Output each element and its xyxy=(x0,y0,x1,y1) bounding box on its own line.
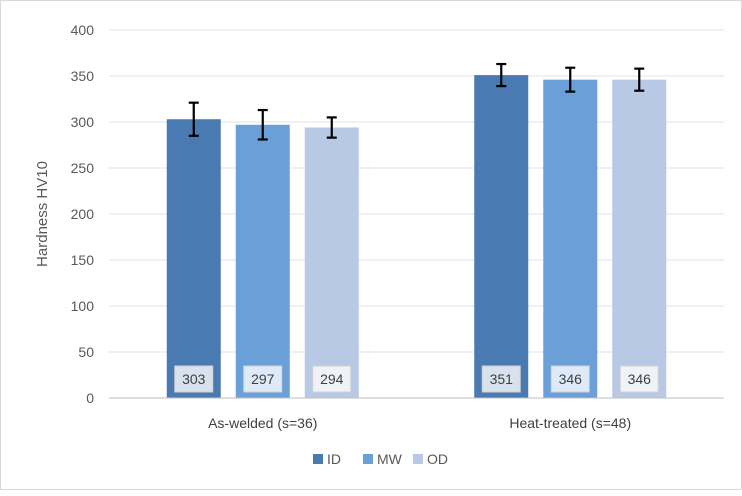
bar xyxy=(304,127,359,399)
legend-label: OD xyxy=(427,451,448,467)
y-tick-label: 50 xyxy=(78,344,94,360)
bar xyxy=(543,79,598,399)
legend-swatch xyxy=(313,454,323,464)
bars xyxy=(166,75,667,399)
data-label: 303 xyxy=(182,371,206,387)
legend-label: ID xyxy=(327,451,341,467)
legend-swatch xyxy=(363,454,373,464)
legend-label: MW xyxy=(377,451,403,467)
y-tick-label: 200 xyxy=(71,206,95,222)
legend-swatch xyxy=(413,454,423,464)
y-tick-label: 100 xyxy=(71,298,95,314)
data-label: 346 xyxy=(628,371,652,387)
y-tick-label: 250 xyxy=(71,160,95,176)
bar xyxy=(474,75,529,398)
data-label: 346 xyxy=(559,371,583,387)
x-axis-categories: As-welded (s=36) Heat-treated (s=48) xyxy=(208,415,631,431)
error-bars xyxy=(188,62,645,141)
data-label-box xyxy=(619,365,659,393)
y-tick-label: 0 xyxy=(86,390,94,406)
y-tick-label: 150 xyxy=(71,252,95,268)
data-labels: 303 297 294 351 346 346 xyxy=(174,365,659,393)
x-category-label: Heat-treated (s=48) xyxy=(509,415,631,431)
y-tick-label: 350 xyxy=(71,68,95,84)
data-label-box xyxy=(174,365,214,393)
y-tick-label: 300 xyxy=(71,114,95,130)
data-label-box xyxy=(550,365,590,393)
data-label: 297 xyxy=(251,371,275,387)
data-label-box xyxy=(312,365,352,393)
data-label: 351 xyxy=(490,371,514,387)
bar xyxy=(235,124,290,398)
legend: ID MW OD xyxy=(313,451,448,467)
x-category-label: As-welded (s=36) xyxy=(208,415,317,431)
bar xyxy=(612,79,667,399)
data-label-box xyxy=(481,365,521,393)
bar xyxy=(166,119,221,399)
data-label: 294 xyxy=(320,371,344,387)
y-axis-ticks: 0 50 100 150 200 250 300 350 400 xyxy=(71,22,95,406)
y-axis-label: Hardness HV10 xyxy=(34,161,51,267)
data-label-box xyxy=(243,365,283,393)
y-tick-label: 400 xyxy=(71,22,95,38)
